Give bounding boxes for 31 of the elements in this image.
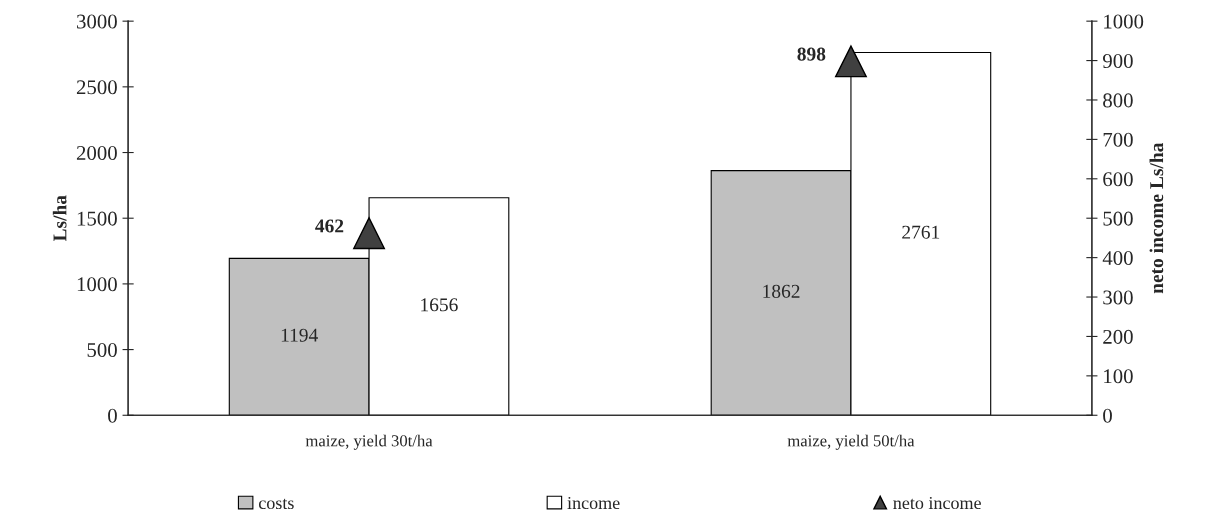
y2-tick-label: 0 bbox=[1103, 408, 1112, 423]
y2-tick-label: 300 bbox=[1103, 290, 1133, 305]
y2-tick-label: 800 bbox=[1103, 93, 1133, 108]
data-label: 898 bbox=[797, 47, 826, 61]
data-label: 1862 bbox=[763, 284, 800, 298]
data-label: 2761 bbox=[902, 225, 940, 239]
y-tick-label: 1500 bbox=[77, 211, 117, 226]
legend-label: income bbox=[567, 496, 620, 510]
y2-tick-label: 700 bbox=[1103, 132, 1133, 147]
legend-label: neto income bbox=[893, 496, 981, 510]
y-tick-label: 2000 bbox=[76, 145, 117, 160]
y2-axis-title: neto income Ls/ha bbox=[1149, 142, 1164, 294]
data-label: 1194 bbox=[281, 328, 318, 342]
y2-tick-label: 600 bbox=[1103, 172, 1133, 187]
y-tick-label: 3000 bbox=[77, 14, 117, 29]
x-tick-label: maize, yield 30t/ha bbox=[305, 434, 433, 450]
y-tick-label: 2500 bbox=[76, 80, 117, 95]
y-tick-label: 1000 bbox=[77, 277, 117, 292]
y-tick-label: 0 bbox=[108, 408, 117, 423]
y2-tick-label: 100 bbox=[1104, 369, 1133, 384]
y-axis-title: Ls/ha bbox=[52, 195, 67, 242]
y2-tick-label: 1000 bbox=[1104, 14, 1144, 29]
x-tick-label: maize, yield 50t/ha bbox=[787, 434, 915, 450]
legend-label: costs bbox=[258, 498, 294, 510]
y-tick-label: 500 bbox=[87, 342, 117, 358]
data-label: 462 bbox=[315, 219, 344, 233]
data-label: 1656 bbox=[421, 298, 458, 312]
y2-tick-label: 400 bbox=[1102, 251, 1133, 266]
y2-tick-label: 900 bbox=[1102, 53, 1133, 68]
y2-tick-label: 200 bbox=[1103, 329, 1133, 344]
y2-tick-label: 500 bbox=[1103, 211, 1133, 226]
